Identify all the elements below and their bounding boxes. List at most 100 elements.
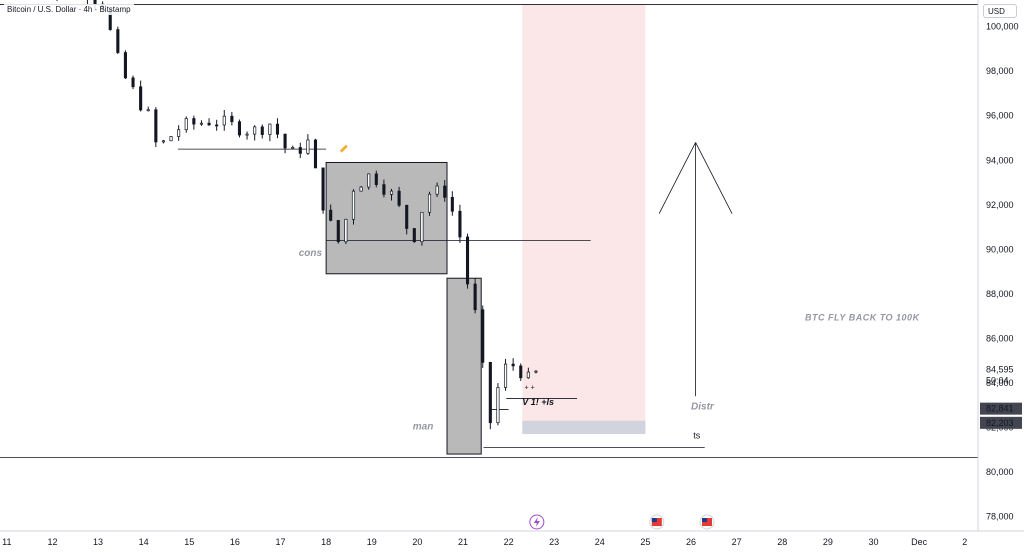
countdown-label: 50:04	[986, 376, 1009, 386]
lightning-icon	[529, 514, 545, 530]
candle-body	[207, 122, 211, 126]
price-axis-bg	[978, 0, 1024, 552]
y-tick-label: 92,000	[986, 200, 1014, 210]
arrow-wing-left	[658, 142, 696, 214]
x-tick-label: 15	[184, 537, 194, 547]
candle-body	[511, 363, 515, 367]
candle-body	[427, 193, 432, 213]
y-tick-label: 100,000	[986, 22, 1019, 32]
candle-body	[397, 190, 401, 206]
y-tick-label: 96,000	[986, 111, 1014, 121]
x-tick-label: 26	[686, 537, 696, 547]
candle-body	[237, 121, 242, 136]
candle-body	[306, 139, 310, 154]
time-axis-bg	[0, 531, 1024, 552]
level-2-badge: 82,203	[986, 418, 1014, 428]
y-tick-label: 94,000	[986, 155, 1014, 165]
candle-body	[481, 309, 485, 363]
candle-body	[496, 387, 500, 424]
x-tick-label: Dec	[911, 537, 928, 547]
x-tick-label: 18	[321, 537, 331, 547]
x-tick-label: 23	[549, 537, 559, 547]
candle-body	[526, 371, 530, 379]
lightning-icon-bolt	[533, 517, 540, 527]
candle-body	[131, 77, 135, 88]
x-tick-label: 28	[777, 537, 787, 547]
level-2-badge-bg	[980, 416, 1022, 429]
candle-body	[275, 123, 280, 135]
candle-body	[465, 236, 470, 285]
candle-body	[321, 167, 325, 211]
candle-body	[367, 173, 371, 188]
y-tick-label: 88,000	[986, 289, 1014, 299]
candle-body	[260, 126, 264, 135]
x-tick-label: 24	[595, 537, 605, 547]
candle-body	[359, 186, 363, 192]
cons-label: cons	[299, 248, 323, 259]
candle-body	[123, 52, 127, 79]
arrow-wing-right	[695, 142, 733, 214]
candle-body	[405, 204, 409, 229]
candle-body	[412, 228, 416, 243]
candle-body	[458, 210, 462, 238]
v1-label: V 1! +ls	[522, 397, 554, 407]
us-flag-icon	[649, 514, 665, 530]
candle-body	[329, 209, 333, 221]
x-tick-label: 27	[732, 537, 742, 547]
man-label: man	[413, 422, 434, 433]
x-tick-label: 19	[367, 537, 377, 547]
plus-label: + +	[525, 385, 535, 392]
x-tick-label: 12	[47, 537, 57, 547]
x-tick-label: 30	[868, 537, 878, 547]
us-flag-icon-canton	[651, 518, 657, 522]
us-flag-icon-canton	[701, 518, 707, 522]
candle-body	[253, 126, 257, 135]
x-tick-label: 11	[2, 537, 11, 547]
x-tick-label: 29	[823, 537, 833, 547]
pencil-icon-shape	[339, 144, 348, 153]
pencil-icon	[339, 144, 348, 153]
candle-body	[146, 109, 150, 112]
main-note: BTC FLY BACK TO 100K	[805, 313, 921, 323]
candle-body	[443, 185, 447, 198]
x-tick-label: 17	[276, 537, 286, 547]
y-tick-label: 80,000	[986, 467, 1014, 477]
level-1-badge: 82,841	[986, 404, 1014, 414]
candle-body	[488, 361, 492, 424]
y-tick-label: 78,000	[986, 511, 1014, 521]
candle-body	[154, 109, 158, 143]
candle-body	[420, 211, 424, 243]
x-tick-label: 2	[962, 537, 967, 547]
candle-body	[222, 115, 226, 126]
candle-body	[245, 133, 249, 136]
candle-body	[344, 218, 348, 243]
candle-body	[215, 124, 219, 127]
y-tick-label: 98,000	[986, 66, 1014, 76]
candle-body	[161, 140, 165, 143]
x-tick-label: 21	[458, 537, 468, 547]
candle-body	[351, 190, 356, 220]
candle-body	[230, 115, 234, 123]
candle-body	[382, 184, 386, 195]
currency-button[interactable]: USD	[983, 4, 1017, 18]
x-tick-label: 14	[139, 537, 149, 547]
candle-body	[503, 363, 508, 388]
y-tick-label: 86,000	[986, 333, 1014, 343]
candle-body	[139, 86, 143, 111]
candle-body	[473, 283, 477, 311]
level-1-badge-bg	[980, 402, 1022, 415]
candle-body	[374, 173, 378, 185]
candle-body	[450, 196, 454, 212]
candle-body	[313, 139, 318, 169]
x-tick-label: 25	[640, 537, 650, 547]
x-tick-label: 22	[504, 537, 514, 547]
candle-body	[116, 29, 120, 53]
ts-label: ts	[693, 430, 701, 440]
candle-body	[184, 118, 188, 131]
candle-body	[298, 147, 302, 154]
distr-label: Distr	[691, 402, 715, 413]
symbol-title: Bitcoin / U.S. Dollar · 4h · Bitstamp	[4, 4, 134, 15]
candle-body	[169, 136, 173, 142]
